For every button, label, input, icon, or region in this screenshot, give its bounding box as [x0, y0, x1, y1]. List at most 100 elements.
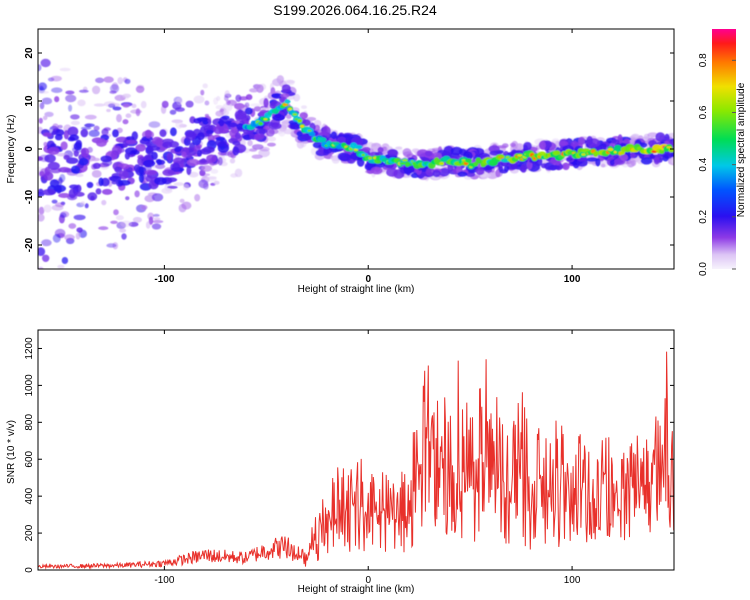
- spectral-blob: [286, 79, 296, 84]
- spectral-blob: [77, 99, 86, 107]
- spectral-blob: [58, 177, 63, 185]
- spectral-blob: [254, 133, 265, 140]
- spectral-blob: [227, 122, 238, 128]
- spectral-blob: [620, 154, 629, 161]
- spectral-blob: [185, 131, 197, 141]
- spectral-blob: [59, 212, 67, 218]
- spectral-blob: [63, 154, 70, 160]
- spectral-blob: [88, 129, 100, 137]
- spectral-blob: [497, 161, 503, 169]
- spectral-blob: [425, 151, 433, 157]
- spectral-blob: [92, 162, 101, 169]
- spectral-blob: [196, 149, 202, 157]
- spectral-blob: [39, 102, 45, 110]
- spectral-blob: [438, 167, 450, 177]
- spectral-blob: [220, 108, 225, 113]
- spectral-blob: [165, 177, 178, 183]
- spectral-blob: [121, 233, 127, 240]
- spectral-core: [308, 131, 316, 137]
- spectral-blob: [155, 138, 163, 147]
- spectral-blob: [540, 163, 548, 169]
- spectral-blob: [523, 141, 532, 151]
- spectral-blob: [197, 132, 205, 141]
- spectral-blob: [40, 58, 51, 68]
- spectral-blob: [68, 188, 77, 199]
- spectral-blob: [203, 182, 209, 190]
- spectral-blob: [134, 190, 140, 198]
- y-tick-label: 800: [24, 414, 35, 431]
- spectral-core: [517, 154, 523, 157]
- spectral-blob: [135, 144, 146, 152]
- spectral-blob: [179, 198, 185, 203]
- spectral-blob: [122, 93, 131, 99]
- spectral-blob: [138, 173, 145, 183]
- spectral-blob: [172, 162, 181, 173]
- spectral-blob: [213, 125, 224, 135]
- spectral-blob: [122, 119, 129, 125]
- spectral-blob: [39, 170, 45, 177]
- spectral-blob: [425, 167, 435, 177]
- spectral-blob: [386, 167, 398, 177]
- spectral-core: [607, 148, 614, 151]
- spectral-blob: [519, 166, 526, 172]
- colorbar-tick-label: 0.0: [698, 262, 709, 276]
- spectral-blob: [147, 145, 161, 151]
- y-tick-label: 1200: [24, 337, 35, 360]
- spectral-core: [300, 124, 305, 128]
- spectral-blob: [337, 136, 347, 144]
- spectral-blob: [313, 119, 322, 127]
- spectral-blob: [196, 117, 209, 122]
- spectral-blob: [457, 171, 468, 177]
- figure-title: S199.2026.064.16.25.R24: [273, 2, 437, 18]
- spectral-blob: [268, 128, 279, 135]
- spectral-blob: [153, 213, 160, 217]
- spectral-blob: [125, 113, 132, 118]
- spectral-blob: [73, 142, 82, 151]
- spectrogram-energy: [38, 58, 674, 269]
- spectral-blob: [176, 98, 183, 105]
- x-tick-label: 100: [564, 575, 581, 586]
- spectral-blob: [301, 105, 307, 109]
- spectral-blob: [124, 152, 130, 160]
- spectrogram-xlabel: Height of straight line (km): [298, 284, 415, 295]
- spectral-blob: [54, 134, 63, 141]
- spectral-core: [465, 158, 472, 163]
- spectral-blob: [43, 204, 52, 213]
- spectral-blob: [76, 227, 83, 233]
- spectral-blob: [70, 114, 80, 120]
- spectral-blob: [109, 175, 122, 182]
- spectral-blob: [181, 151, 187, 158]
- spectral-blob: [50, 143, 57, 148]
- spectral-blob: [205, 177, 217, 182]
- spectral-blob: [232, 146, 240, 156]
- spectral-blob: [106, 243, 117, 248]
- spectral-blob: [193, 95, 205, 104]
- spectral-blob: [503, 165, 510, 172]
- spectral-blob: [169, 109, 177, 115]
- spectral-blob: [640, 157, 653, 165]
- spectral-blob: [562, 162, 570, 171]
- spectral-blob: [322, 126, 328, 137]
- x-tick-label: 0: [365, 575, 371, 586]
- spectral-blob: [38, 213, 45, 222]
- x-tick-label: 0: [365, 274, 371, 285]
- spectral-blob: [153, 217, 161, 221]
- spectral-blob: [251, 144, 264, 150]
- spectral-blob: [174, 147, 182, 153]
- spectral-blob: [271, 93, 284, 99]
- spectral-blob: [131, 103, 137, 109]
- spectral-blob: [174, 107, 185, 112]
- spectral-blob: [263, 97, 269, 108]
- spectral-core: [439, 161, 445, 166]
- spectral-blob: [202, 83, 208, 89]
- spectral-blob: [142, 159, 156, 168]
- spectral-blob: [42, 254, 50, 262]
- colorbar-ticks: 0.0 0.2 0.4 0.6 0.8: [698, 53, 736, 276]
- spectral-blob: [51, 130, 57, 136]
- spectral-blob: [213, 180, 220, 185]
- spectral-blob: [91, 170, 102, 178]
- y-tick-label: 1000: [24, 374, 35, 397]
- spectral-core: [263, 118, 268, 121]
